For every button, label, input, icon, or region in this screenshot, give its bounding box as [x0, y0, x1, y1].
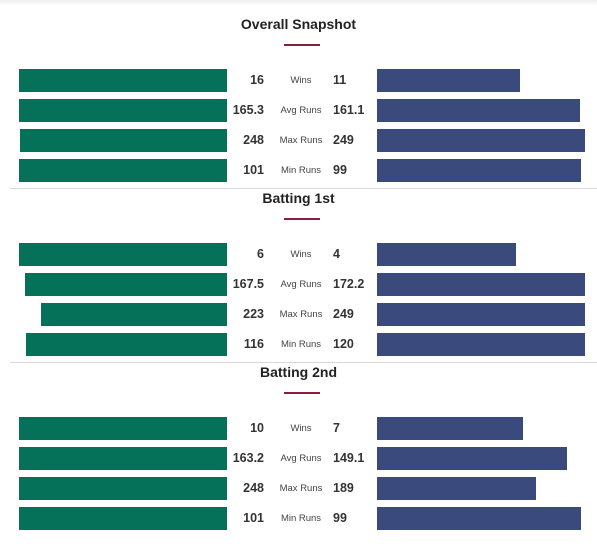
comparison-row: 163.2 Avg Runs 149.1 [0, 447, 597, 470]
bar-left [19, 447, 227, 470]
value-left: 165.3 [232, 103, 264, 117]
metric-label: Min Runs [280, 513, 322, 524]
bar-left [19, 477, 227, 500]
value-left: 6 [257, 247, 264, 261]
bar-left [19, 99, 227, 122]
bar-right [377, 273, 585, 296]
bar-right [377, 333, 585, 356]
bar-right [377, 477, 536, 500]
metric-label: Wins [290, 75, 312, 86]
bar-left [19, 243, 227, 266]
metric-label: Max Runs [279, 309, 323, 320]
bar-left [19, 69, 227, 92]
bar-left [25, 333, 227, 356]
bar-right [377, 159, 581, 182]
metric-label: Min Runs [280, 339, 322, 350]
comparison-row: 248 Max Runs 249 [0, 129, 597, 152]
value-left: 101 [243, 511, 264, 525]
bar-right [377, 447, 568, 470]
bar-right [377, 129, 585, 152]
metric-label: Min Runs [280, 165, 322, 176]
value-left: 101 [243, 163, 264, 177]
bar-right [377, 417, 523, 440]
comparison-row: 101 Min Runs 99 [0, 159, 597, 182]
bar-left [19, 507, 227, 530]
comparison-row: 6 Wins 4 [0, 243, 597, 266]
comparison-row: 248 Max Runs 189 [0, 477, 597, 500]
bar-right [377, 69, 520, 92]
title-underline [284, 392, 320, 394]
section-divider [10, 188, 597, 189]
metric-label: Avg Runs [280, 279, 322, 290]
metric-label: Avg Runs [280, 453, 322, 464]
comparison-row: 165.3 Avg Runs 161.1 [0, 99, 597, 122]
value-left: 248 [243, 481, 264, 495]
comparison-row: 101 Min Runs 99 [0, 507, 597, 530]
value-right: 249 [333, 133, 354, 147]
bar-right [377, 99, 580, 122]
value-left: 16 [250, 73, 264, 87]
value-right: 11 [333, 73, 347, 87]
value-left: 223 [243, 307, 264, 321]
value-right: 4 [333, 247, 340, 261]
value-right: 189 [333, 481, 354, 495]
title-underline [284, 218, 320, 220]
metric-label: Max Runs [279, 483, 323, 494]
bar-left [19, 129, 227, 152]
top-shadow [0, 0, 597, 6]
value-right: 120 [333, 337, 354, 351]
metric-label: Wins [290, 423, 312, 434]
value-left: 163.2 [232, 451, 264, 465]
section-title: Batting 2nd [260, 364, 337, 380]
value-left: 248 [243, 133, 264, 147]
bar-left [19, 159, 227, 182]
comparison-row: 167.5 Avg Runs 172.2 [0, 273, 597, 296]
comparison-row: 116 Min Runs 120 [0, 333, 597, 356]
value-right: 99 [333, 511, 347, 525]
value-left: 10 [250, 421, 264, 435]
metric-label: Max Runs [279, 135, 323, 146]
bar-right [377, 243, 516, 266]
section-divider [10, 362, 597, 363]
value-left: 116 [243, 337, 264, 351]
value-right: 7 [333, 421, 340, 435]
section-title: Batting 1st [262, 190, 335, 206]
bar-right [377, 507, 581, 530]
comparison-row: 16 Wins 11 [0, 69, 597, 92]
section-title: Overall Snapshot [240, 16, 357, 32]
value-right: 161.1 [333, 103, 365, 117]
comparison-row: 10 Wins 7 [0, 417, 597, 440]
value-right: 172.2 [333, 277, 365, 291]
comparison-row: 223 Max Runs 249 [0, 303, 597, 326]
bar-right [377, 303, 585, 326]
value-right: 149.1 [333, 451, 365, 465]
metric-label: Avg Runs [280, 105, 322, 116]
title-underline [284, 44, 320, 46]
value-left: 167.5 [232, 277, 264, 291]
bar-left [19, 417, 227, 440]
bar-left [40, 303, 227, 326]
value-right: 99 [333, 163, 347, 177]
value-right: 249 [333, 307, 354, 321]
bar-left [24, 273, 227, 296]
metric-label: Wins [290, 249, 312, 260]
